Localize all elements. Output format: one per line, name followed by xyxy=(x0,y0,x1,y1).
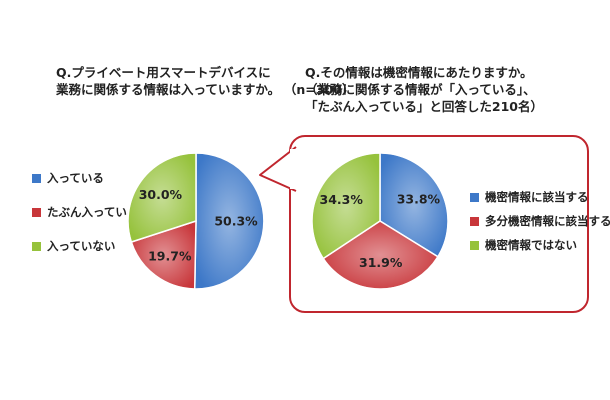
legend-item-入っている: 入っている xyxy=(32,170,138,186)
legend-swatch xyxy=(32,241,41,251)
chart2-title-line-1: Q.その情報は機密情報にあたりますか。 xyxy=(305,65,533,80)
pie-data-label: 34.3% xyxy=(320,192,364,207)
legend-label: 機密情報に該当する xyxy=(485,190,589,204)
chart1-title-line-1: Q.プライベート用スマートデバイスに xyxy=(56,65,271,80)
legend-item-たぶん入っている: たぶん入っている xyxy=(32,204,138,220)
chart1-pie: 50.3% 19.7% 30.0% xyxy=(127,152,265,290)
legend-swatch xyxy=(32,207,41,217)
chart1-sample-size: （n=300） xyxy=(290,82,355,97)
pie-data-label: 31.9% xyxy=(359,255,403,270)
legend-label: 入っていない xyxy=(47,239,116,253)
chart2-legend: 機密情報に該当する 多分機密情報に該当する 機密情報ではない xyxy=(470,189,610,261)
callout-tail xyxy=(259,146,298,192)
legend-swatch xyxy=(470,192,479,202)
legend-item-機密情報ではない: 機密情報ではない xyxy=(470,237,610,253)
legend-label: たぶん入っている xyxy=(47,205,139,219)
chart1-legend: 入っている たぶん入っている 入っていない xyxy=(32,170,138,272)
legend-item-多分機密情報に該当する: 多分機密情報に該当する xyxy=(470,213,610,229)
chart2-title: Q.その情報は機密情報にあたりますか。 （業務に関係する情報が「入っている」、 … xyxy=(305,64,543,115)
pie-data-label: 33.8% xyxy=(397,192,441,207)
legend-label: 多分機密情報に該当する xyxy=(485,214,610,228)
pie-data-label: 19.7% xyxy=(148,248,192,263)
legend-item-入っていない: 入っていない xyxy=(32,238,138,254)
chart1-title-line-2-text: 業務に関係する情報は入っていますか。 xyxy=(56,82,281,97)
pie-outline xyxy=(311,152,449,290)
pie-outline xyxy=(127,152,265,290)
chart2-title-line-3: 「たぶん入っている」と回答した210名） xyxy=(305,99,543,114)
chart2-title-line-2: （業務に関係する情報が「入っている」、 xyxy=(305,82,536,97)
chart1-title: Q.プライベート用スマートデバイスに 業務に関係する情報は入っていますか。 （n=… xyxy=(56,64,354,98)
legend-swatch xyxy=(470,216,479,226)
callout-box xyxy=(289,135,589,313)
chart2-pie: 33.8% 31.9% 34.3% xyxy=(311,152,449,290)
legend-item-機密情報に該当する: 機密情報に該当する xyxy=(470,189,610,205)
legend-swatch xyxy=(32,173,41,183)
legend-label: 入っている xyxy=(47,171,104,185)
legend-swatch xyxy=(470,240,479,250)
pie-data-label: 50.3% xyxy=(214,213,258,228)
chart1-title-line-2: 業務に関係する情報は入っていますか。 （n=300） xyxy=(56,81,354,98)
pie-data-label: 30.0% xyxy=(139,187,183,202)
legend-label: 機密情報ではない xyxy=(485,238,577,252)
